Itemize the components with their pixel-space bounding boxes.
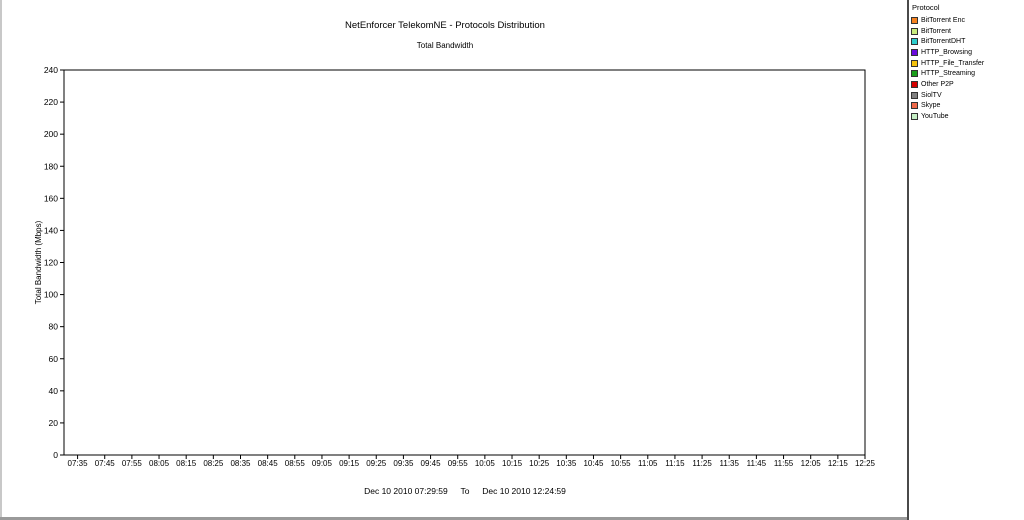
x-tick-label: 07:35 [68,459,89,468]
legend-label: SiolTV [921,91,942,99]
x-tick-label: 09:35 [393,459,414,468]
y-tick-label: 80 [49,322,59,332]
legend-item-skype[interactable]: Skype [911,101,984,112]
window-border-left [0,0,2,520]
legend-panel [907,0,1024,520]
x-tick-label: 08:35 [230,459,251,468]
x-tick-label: 08:45 [258,459,279,468]
legend-item-bittorrent-enc[interactable]: BitTorrent Enc [911,15,984,26]
legend-swatch [911,27,918,35]
x-tick-label: 10:15 [502,459,523,468]
x-tick-label: 09:25 [366,459,387,468]
legend-swatch [911,70,918,78]
y-tick-label: 100 [44,290,58,300]
x-tick-label: 11:45 [747,459,767,468]
x-tick-label: 11:25 [692,459,712,468]
legend-label: YouTube [921,113,949,121]
x-tick-label: 07:45 [95,459,116,468]
x-tick-label: 12:05 [801,459,822,468]
legend-swatch [911,80,918,88]
x-tick-label: 08:05 [149,459,170,468]
window-border-bottom [0,517,910,520]
legend-item-youtube[interactable]: YouTube [911,111,984,122]
x-tick-label: 08:55 [285,459,306,468]
x-tick-label: 10:25 [529,459,550,468]
x-tick-label: 07:55 [122,459,143,468]
x-tick-label: 09:15 [339,459,360,468]
legend-splitter[interactable] [907,0,909,520]
legend-item-http-streaming[interactable]: HTTP_Streaming [911,68,984,79]
y-tick-label: 140 [44,225,58,235]
legend-item-bittorrent[interactable]: BitTorrent [911,26,984,37]
y-axis-label: Total Bandwidth (Mbps) [34,220,43,304]
y-tick-label: 0 [53,450,58,460]
x-tick-label: 11:05 [638,459,658,468]
legend-item-http-browsing[interactable]: HTTP_Browsing [911,47,984,58]
legend-title: Protocol [912,3,940,12]
x-tick-label: 10:05 [475,459,496,468]
time-range-to-word: To [460,486,470,496]
y-tick-label: 200 [44,129,58,139]
legend-item-sioltv[interactable]: SiolTV [911,90,984,101]
x-tick-label: 11:35 [720,459,740,468]
legend-label: Other P2P [921,80,954,88]
x-tick-label: 08:15 [176,459,197,468]
y-tick-label: 220 [44,97,58,107]
chart-title: NetEnforcer TelekomNE - Protocols Distri… [345,20,545,31]
x-tick-label: 11:15 [665,459,685,468]
x-tick-label: 10:55 [611,459,632,468]
x-tick-label: 09:55 [448,459,469,468]
legend-label: HTTP_Streaming [921,70,976,78]
legend-swatch [911,48,918,56]
legend-swatch [911,113,918,121]
legend-label: Skype [921,102,941,110]
legend-label: HTTP_Browsing [921,48,972,56]
legend-swatch [911,38,918,46]
legend-label: BitTorrent [921,27,951,35]
y-tick-label: 180 [44,161,58,171]
time-range-to: Dec 10 2010 12:24:59 [482,486,566,496]
time-range: Dec 10 2010 07:29:59 To Dec 10 2010 12:2… [0,486,930,496]
legend-swatch [911,102,918,110]
y-tick-label: 240 [44,65,58,75]
y-tick-label: 120 [44,258,58,268]
legend: BitTorrent Enc BitTorrent BitTorrentDHT HTT… [911,15,984,122]
axes-layer: 0 20 40 60 80 100 120 140 160 180 200 220 240 07:35 07… [34,65,876,468]
legend-swatch [911,91,918,99]
x-tick-label: 12:15 [828,459,849,468]
legend-swatch [911,59,918,67]
x-tick-label: 12:25 [855,459,876,468]
legend-label: HTTP_File_Transfer [921,59,985,67]
legend-label: BitTorrent Enc [921,16,965,24]
legend-item-other-p2p[interactable]: Other P2P [911,79,984,90]
legend-item-http-file-transfer[interactable]: HTTP_File_Transfer [911,58,984,69]
plot-frame [63,69,866,456]
y-tick-label: 20 [49,418,59,428]
legend-label: BitTorrentDHT [921,38,966,46]
x-tick-label: 09:05 [312,459,333,468]
chart-area: 0 20 40 60 80 100 120 140 160 180 200 220 240 07:35 07… [34,65,876,468]
x-tick-label: 10:35 [556,459,577,468]
x-tick-label: 08:25 [203,459,224,468]
time-range-from: Dec 10 2010 07:29:59 [364,486,448,496]
y-tick-label: 60 [49,354,59,364]
x-tick-label: 11:55 [774,459,794,468]
chart-subtitle: Total Bandwidth [416,41,474,50]
x-tick-label: 10:45 [583,459,604,468]
x-tick-label: 09:45 [421,459,442,468]
y-tick-label: 160 [44,193,58,203]
y-tick-label: 40 [49,386,59,396]
legend-swatch [911,16,918,24]
legend-item-bittorrentdht[interactable]: BitTorrentDHT [911,36,984,47]
